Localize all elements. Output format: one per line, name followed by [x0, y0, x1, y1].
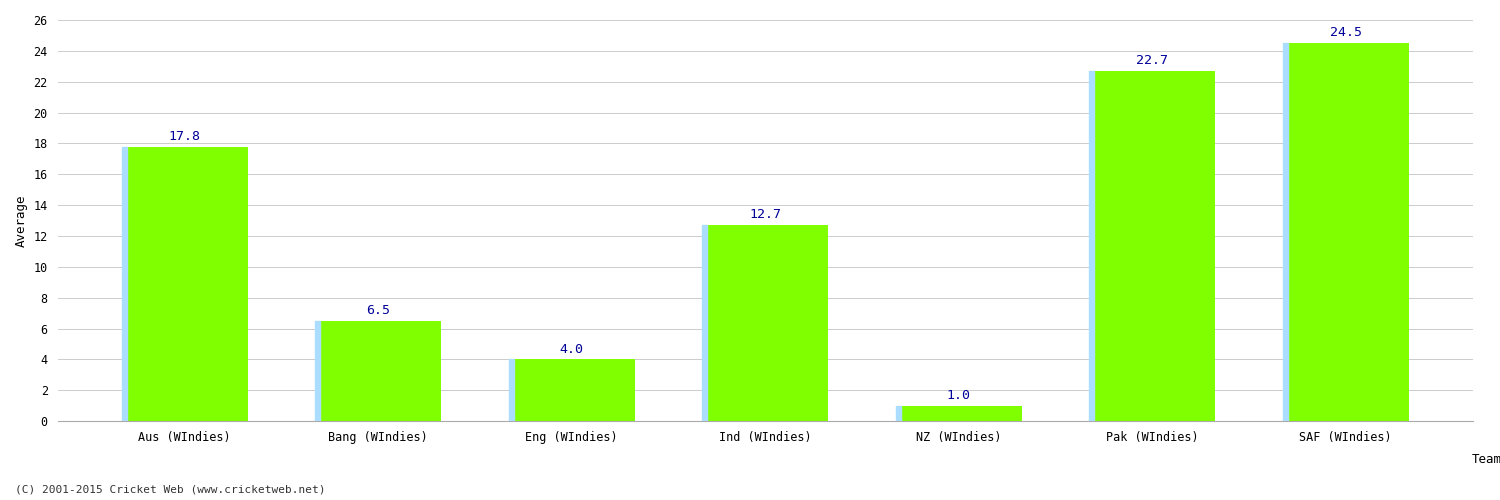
- Bar: [896, 406, 1022, 421]
- Text: 24.5: 24.5: [1329, 26, 1362, 40]
- Bar: [122, 146, 126, 421]
- Bar: [702, 225, 706, 421]
- Bar: [315, 321, 320, 421]
- Text: 17.8: 17.8: [168, 130, 201, 142]
- Bar: [315, 321, 441, 421]
- Bar: [1282, 43, 1408, 421]
- Text: 12.7: 12.7: [748, 208, 782, 222]
- Y-axis label: Average: Average: [15, 194, 28, 247]
- Bar: [509, 360, 634, 421]
- Bar: [1282, 43, 1287, 421]
- Bar: [509, 360, 513, 421]
- Text: 22.7: 22.7: [1136, 54, 1168, 67]
- Bar: [1089, 71, 1215, 421]
- Bar: [122, 146, 248, 421]
- Bar: [1089, 71, 1094, 421]
- Text: 4.0: 4.0: [560, 342, 584, 355]
- Bar: [702, 225, 828, 421]
- Bar: [896, 406, 900, 421]
- Text: (C) 2001-2015 Cricket Web (www.cricketweb.net): (C) 2001-2015 Cricket Web (www.cricketwe…: [15, 485, 326, 495]
- X-axis label: Team: Team: [1472, 454, 1500, 466]
- Text: 1.0: 1.0: [946, 389, 970, 402]
- Text: 6.5: 6.5: [366, 304, 390, 317]
